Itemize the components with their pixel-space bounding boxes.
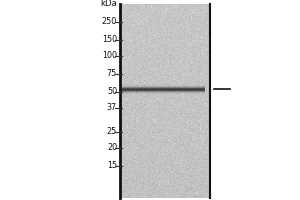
Text: 20: 20 (107, 144, 117, 152)
Text: 50: 50 (107, 88, 117, 97)
Text: 100: 100 (102, 51, 117, 60)
Text: 37: 37 (107, 104, 117, 112)
Text: kDa: kDa (100, 0, 117, 8)
Text: 250: 250 (102, 18, 117, 26)
Text: 15: 15 (107, 162, 117, 170)
Text: 75: 75 (107, 70, 117, 78)
Text: 25: 25 (107, 128, 117, 136)
Text: 150: 150 (102, 36, 117, 45)
